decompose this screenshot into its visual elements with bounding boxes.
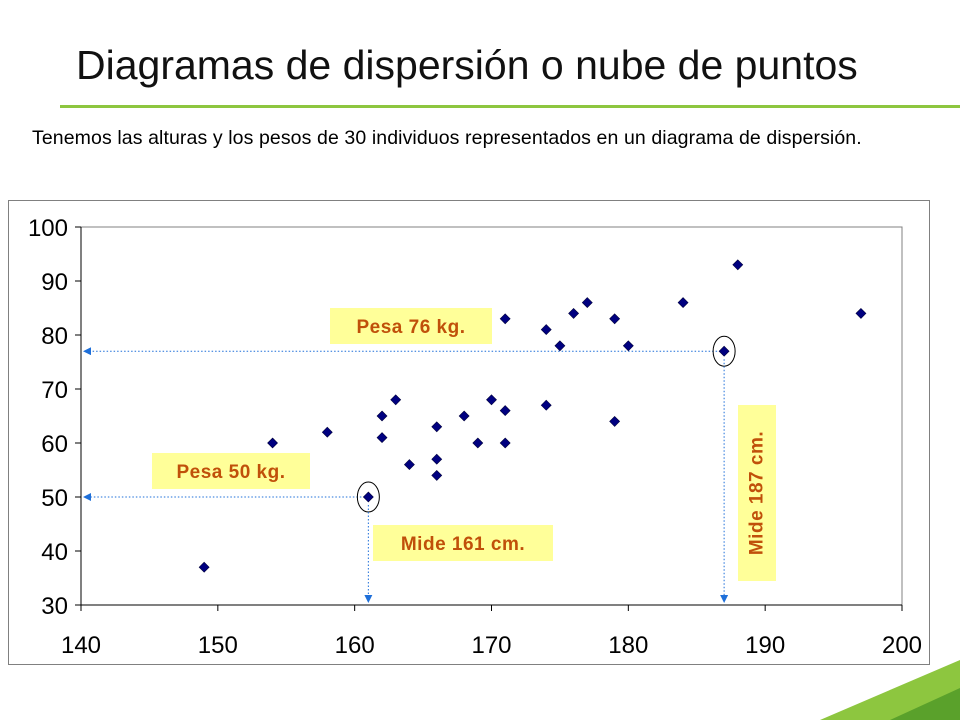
data-point (581, 297, 593, 309)
data-point (267, 437, 278, 449)
x-tick-label: 160 (335, 632, 375, 659)
data-point (321, 426, 333, 438)
data-point (718, 345, 730, 357)
x-tick-label: 140 (61, 632, 101, 659)
data-point (403, 459, 415, 471)
data-point (540, 399, 552, 411)
data-point (677, 297, 689, 309)
callout-label: Mide 161 cm. (401, 534, 525, 555)
x-tick-label: 150 (198, 632, 238, 659)
annotation-callout: Pesa 76 kg. (330, 308, 492, 344)
slide-title: Diagramas de dispersión o nube de puntos (76, 42, 858, 88)
x-tick-label: 170 (471, 632, 511, 659)
title-underline (60, 105, 960, 108)
data-points (198, 259, 867, 573)
corner-decoration (820, 660, 960, 720)
data-point (732, 259, 744, 271)
annotations: Pesa 76 kg. Pesa 50 kg. Mide 161 cm. Mide 1… (152, 308, 776, 581)
callout-label: Mide 187 cm. (747, 431, 768, 555)
y-tick-label: 90 (41, 269, 68, 296)
slide-description: Tenemos las alturas y los pesos de 30 in… (32, 127, 862, 149)
callout-box (373, 525, 553, 561)
annotation-callout: Mide 187 cm. (738, 405, 776, 581)
axes: 30 40 50 60 70 80 90 100 140 150 160 170 180 190 200 (28, 215, 922, 659)
y-tick-label: 70 (41, 377, 68, 404)
data-point (198, 561, 210, 573)
callout-box (152, 453, 310, 489)
data-point (431, 421, 443, 433)
data-point (390, 394, 402, 406)
data-point (431, 453, 443, 465)
data-point (540, 324, 552, 336)
x-tick-label: 190 (745, 632, 785, 659)
y-tick-label: 50 (41, 485, 68, 512)
data-point (568, 307, 580, 319)
data-point (609, 313, 621, 325)
callout-box (330, 308, 492, 344)
data-point (458, 410, 470, 422)
data-point (431, 469, 443, 481)
data-point (472, 437, 484, 449)
x-tick-label: 200 (882, 632, 922, 659)
data-point (855, 307, 867, 319)
data-point (554, 340, 566, 352)
annotation-callout: Pesa 50 kg. (152, 453, 310, 489)
data-point (499, 313, 511, 325)
annotation-callout: Mide 161 cm. (373, 525, 553, 561)
callout-label: Pesa 50 kg. (176, 462, 285, 483)
data-point (486, 394, 497, 406)
y-tick-label: 40 (41, 539, 68, 566)
data-point (499, 437, 511, 449)
data-point (362, 491, 374, 503)
y-tick-label: 80 (41, 323, 68, 350)
data-point (499, 405, 511, 417)
chart-frame (8, 200, 930, 665)
y-tick-label: 60 (41, 431, 68, 458)
data-point (609, 415, 621, 427)
data-point (376, 410, 388, 422)
callout-box (738, 405, 776, 581)
guide-lines (83, 335, 736, 603)
callout-label: Pesa 76 kg. (356, 317, 465, 338)
y-tick-label: 30 (41, 593, 68, 620)
x-tick-label: 180 (608, 632, 648, 659)
data-point (622, 340, 634, 352)
data-point (376, 432, 388, 444)
y-tick-label: 100 (28, 215, 68, 242)
